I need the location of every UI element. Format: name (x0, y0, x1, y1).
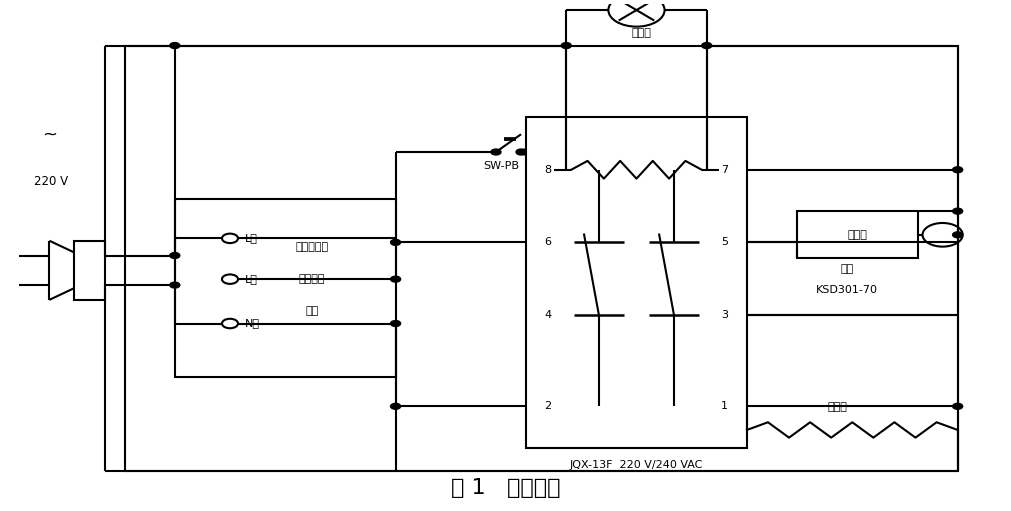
Text: 8: 8 (544, 165, 551, 175)
Circle shape (390, 240, 400, 245)
Text: 指示灯: 指示灯 (631, 29, 651, 38)
Bar (75, 241, 104, 300)
Circle shape (390, 403, 400, 409)
Text: SW-PB: SW-PB (482, 161, 519, 171)
Text: 图 1   总体电路: 图 1 总体电路 (451, 478, 560, 498)
Text: 总成: 总成 (304, 306, 318, 316)
Text: ~: ~ (41, 125, 57, 143)
Circle shape (951, 403, 961, 409)
Circle shape (951, 167, 961, 173)
Text: 3: 3 (721, 310, 728, 320)
Text: 4: 4 (544, 310, 551, 320)
Text: L进: L进 (245, 274, 258, 284)
Text: 2: 2 (544, 401, 551, 411)
Circle shape (516, 149, 526, 155)
Text: 调温器: 调温器 (846, 230, 866, 240)
Circle shape (170, 42, 180, 49)
Text: L出: L出 (245, 234, 258, 243)
Text: 热释电红外: 热释电红外 (295, 242, 328, 252)
Bar (124, 45, 956, 471)
Text: 控制电路: 控制电路 (298, 274, 325, 284)
Text: 6: 6 (544, 238, 551, 247)
Circle shape (390, 276, 400, 282)
Circle shape (170, 282, 180, 288)
Text: JQX-13F  220 V/240 VAC: JQX-13F 220 V/240 VAC (569, 459, 703, 470)
Circle shape (951, 232, 961, 238)
Text: 7: 7 (721, 165, 728, 175)
Bar (526, 117, 746, 448)
Text: 5: 5 (721, 238, 728, 247)
Circle shape (490, 149, 500, 155)
Circle shape (521, 149, 531, 155)
Text: 电热丝: 电热丝 (826, 402, 846, 412)
Circle shape (951, 208, 961, 214)
Bar (175, 199, 395, 377)
Text: 温控: 温控 (840, 264, 853, 274)
Circle shape (701, 42, 711, 49)
Circle shape (170, 252, 180, 259)
Circle shape (390, 320, 400, 327)
Text: N进: N进 (245, 318, 260, 329)
Circle shape (561, 42, 570, 49)
Text: 1: 1 (721, 401, 728, 411)
Bar (797, 211, 917, 259)
Text: KSD301-70: KSD301-70 (816, 285, 878, 295)
Text: 220 V: 220 V (34, 175, 69, 188)
